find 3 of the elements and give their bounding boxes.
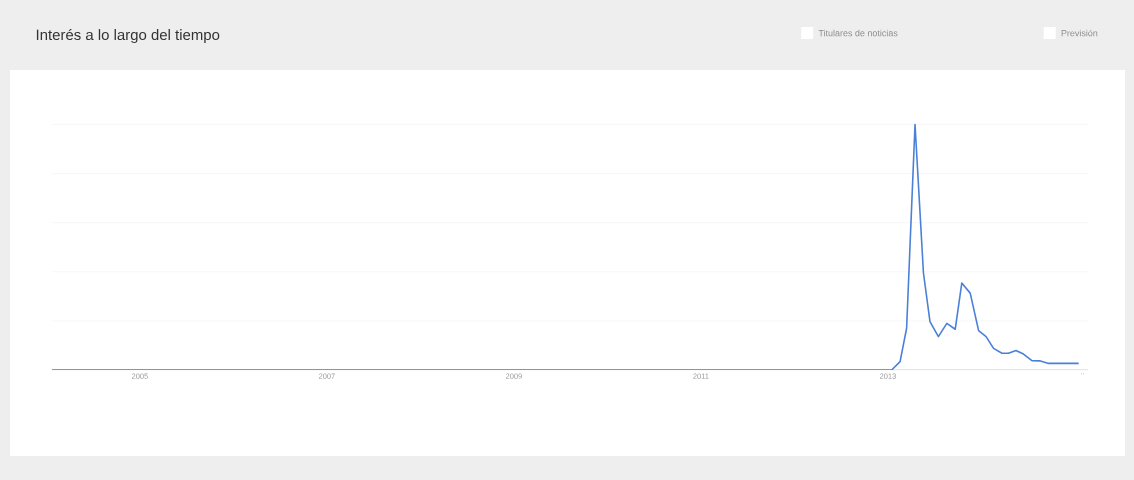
text: Titulares de noticias bbox=[818, 29, 898, 37]
chart-title: Interés a lo largo del tiempo bbox=[36, 28, 220, 44]
text: Previsión bbox=[1061, 29, 1098, 37]
